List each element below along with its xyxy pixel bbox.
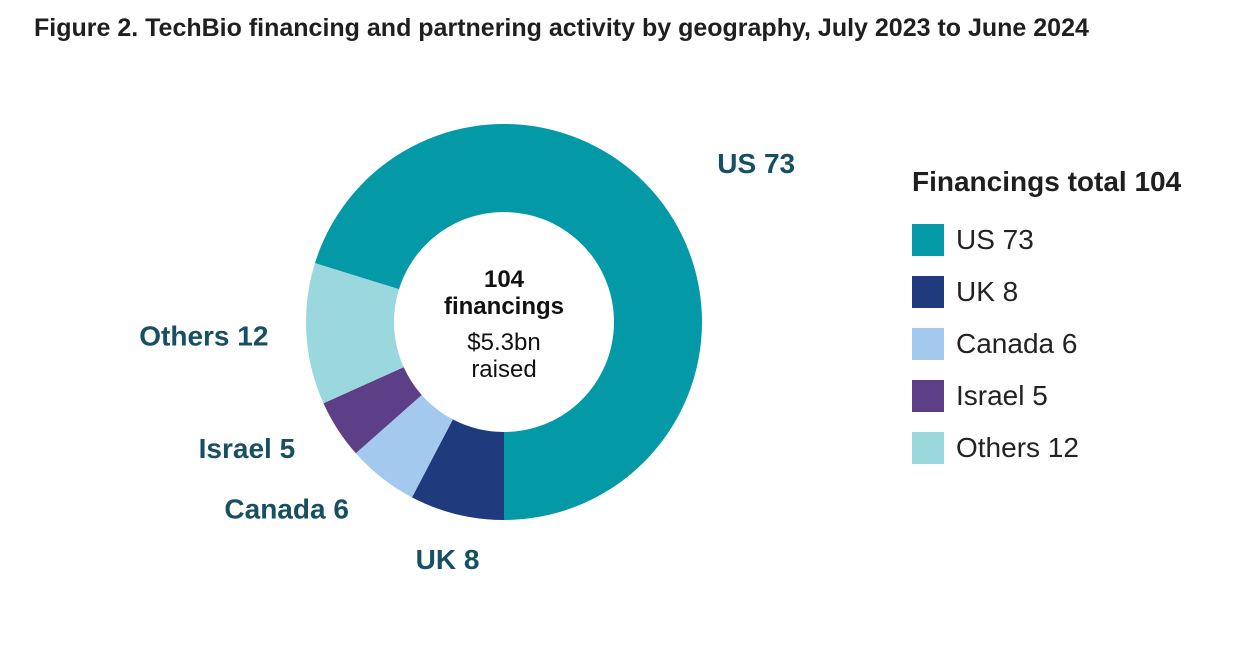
donut-slice-israel — [323, 367, 422, 454]
center-amount: $5.3bn — [467, 329, 540, 356]
legend-label-us: US 73 — [956, 224, 1034, 255]
center-amount-unit: raised — [471, 356, 536, 383]
center-count: 104 — [484, 266, 525, 293]
slice-label-us: US 73 — [717, 148, 795, 179]
legend-item-canada: Canada 6 — [912, 318, 1181, 370]
slice-label-israel: Israel 5 — [199, 433, 296, 464]
legend-swatch-others — [912, 432, 944, 464]
donut-slice-uk — [411, 419, 504, 520]
donut-slice-us — [314, 123, 702, 520]
legend-item-uk: UK 8 — [912, 266, 1181, 318]
donut-slice-canada — [355, 394, 453, 498]
figure-title: Figure 2. TechBio financing and partneri… — [34, 14, 1089, 42]
donut-center-text: 104 financings $5.3bn raised — [444, 266, 564, 383]
legend-label-uk: UK 8 — [956, 276, 1019, 307]
legend-label-canada: Canada 6 — [956, 328, 1078, 359]
legend-label-israel: Israel 5 — [956, 380, 1048, 411]
legend-swatch-us — [912, 224, 944, 256]
donut-slices — [306, 123, 702, 520]
slice-label-others: Others 12 — [139, 321, 268, 352]
center-count-unit: financings — [444, 293, 564, 320]
slice-labels: US 73 UK 8 Canada 6 Israel 5 Others 12 — [139, 148, 795, 575]
slice-label-canada: Canada 6 — [224, 494, 349, 525]
donut-slice-others — [306, 263, 404, 404]
slice-label-uk: UK 8 — [416, 544, 480, 575]
legend-swatch-israel — [912, 380, 944, 412]
legend-item-israel: Israel 5 — [912, 370, 1181, 422]
legend-label-others: Others 12 — [956, 432, 1079, 463]
legend-swatch-canada — [912, 328, 944, 360]
legend-item-others: Others 12 — [912, 422, 1181, 474]
legend-title: Financings total 104 — [912, 166, 1182, 197]
legend-item-us: US 73 — [912, 214, 1181, 266]
legend-swatch-uk — [912, 276, 944, 308]
chart-legend: Financings total 104 US 73 UK 8 Canada 6… — [912, 166, 1181, 474]
